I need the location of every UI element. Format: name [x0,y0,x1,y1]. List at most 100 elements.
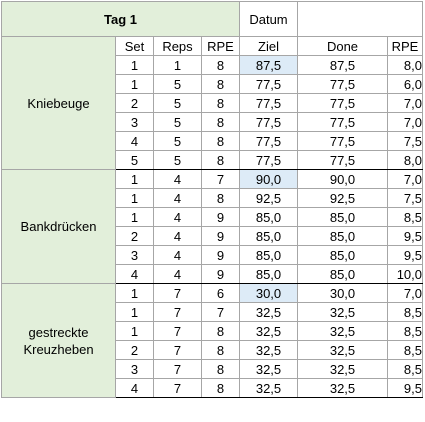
header-set[interactable]: Set [115,36,154,56]
reps-cell[interactable]: 4 [153,245,202,265]
rpe-done-cell[interactable]: 7,0 [387,169,423,189]
ziel-cell[interactable]: 92,5 [239,188,298,208]
set-cell[interactable]: 2 [115,226,154,246]
done-cell[interactable]: 77,5 [297,150,388,170]
rpe-target-cell[interactable]: 9 [201,245,240,265]
done-cell[interactable]: 77,5 [297,93,388,113]
rpe-done-cell[interactable]: 9,5 [387,245,423,265]
rpe-target-cell[interactable]: 8 [201,359,240,379]
rpe-done-cell[interactable]: 7,5 [387,131,423,151]
rpe-target-cell[interactable]: 8 [201,378,240,398]
exercise-cell[interactable]: Bankdrücken [1,169,116,284]
ziel-cell[interactable]: 77,5 [239,150,298,170]
rpe-done-cell[interactable]: 7,0 [387,112,423,132]
rpe-done-cell[interactable]: 6,0 [387,74,423,94]
reps-cell[interactable]: 5 [153,93,202,113]
rpe-target-cell[interactable]: 8 [201,93,240,113]
ziel-cell[interactable]: 77,5 [239,93,298,113]
rpe-done-cell[interactable]: 8,0 [387,55,423,75]
reps-cell[interactable]: 5 [153,150,202,170]
header-rpe-done[interactable]: RPE [387,36,423,56]
reps-cell[interactable]: 4 [153,188,202,208]
done-cell[interactable]: 30,0 [297,283,388,303]
ziel-cell[interactable]: 85,0 [239,226,298,246]
rpe-target-cell[interactable]: 9 [201,226,240,246]
done-cell[interactable]: 32,5 [297,302,388,322]
ziel-cell[interactable]: 32,5 [239,359,298,379]
ziel-cell[interactable]: 30,0 [239,283,298,303]
ziel-cell[interactable]: 77,5 [239,131,298,151]
day-title[interactable]: Tag 1 [1,1,240,37]
ziel-cell[interactable]: 85,0 [239,245,298,265]
reps-cell[interactable]: 4 [153,207,202,227]
done-cell[interactable]: 32,5 [297,359,388,379]
done-cell[interactable]: 85,0 [297,245,388,265]
set-cell[interactable]: 1 [115,74,154,94]
rpe-done-cell[interactable]: 8,5 [387,340,423,360]
ziel-cell[interactable]: 32,5 [239,302,298,322]
ziel-cell[interactable]: 77,5 [239,112,298,132]
set-cell[interactable]: 4 [115,264,154,284]
header-rpe[interactable]: RPE [201,36,240,56]
set-cell[interactable]: 1 [115,55,154,75]
datum-label[interactable]: Datum [239,1,298,37]
datum-value-cell[interactable] [297,1,423,37]
set-cell[interactable]: 1 [115,169,154,189]
rpe-target-cell[interactable]: 6 [201,283,240,303]
rpe-target-cell[interactable]: 8 [201,340,240,360]
done-cell[interactable]: 90,0 [297,169,388,189]
rpe-done-cell[interactable]: 7,0 [387,93,423,113]
rpe-target-cell[interactable]: 9 [201,207,240,227]
set-cell[interactable]: 3 [115,245,154,265]
rpe-target-cell[interactable]: 9 [201,264,240,284]
set-cell[interactable]: 1 [115,302,154,322]
rpe-done-cell[interactable]: 8,5 [387,302,423,322]
rpe-target-cell[interactable]: 7 [201,302,240,322]
ziel-cell[interactable]: 85,0 [239,207,298,227]
set-cell[interactable]: 1 [115,207,154,227]
done-cell[interactable]: 85,0 [297,226,388,246]
done-cell[interactable]: 85,0 [297,207,388,227]
reps-cell[interactable]: 7 [153,359,202,379]
done-cell[interactable]: 32,5 [297,321,388,341]
reps-cell[interactable]: 5 [153,131,202,151]
reps-cell[interactable]: 4 [153,264,202,284]
rpe-target-cell[interactable]: 8 [201,55,240,75]
ziel-cell[interactable]: 32,5 [239,321,298,341]
exercise-cell[interactable]: gestreckte Kreuzheben [1,283,116,398]
header-reps[interactable]: Reps [153,36,202,56]
set-cell[interactable]: 2 [115,93,154,113]
set-cell[interactable]: 4 [115,378,154,398]
done-cell[interactable]: 77,5 [297,131,388,151]
done-cell[interactable]: 77,5 [297,112,388,132]
set-cell[interactable]: 2 [115,340,154,360]
rpe-target-cell[interactable]: 8 [201,150,240,170]
rpe-done-cell[interactable]: 9,5 [387,226,423,246]
rpe-done-cell[interactable]: 8,5 [387,321,423,341]
set-cell[interactable]: 1 [115,321,154,341]
reps-cell[interactable]: 4 [153,226,202,246]
rpe-target-cell[interactable]: 8 [201,188,240,208]
ziel-cell[interactable]: 90,0 [239,169,298,189]
set-cell[interactable]: 3 [115,112,154,132]
set-cell[interactable]: 1 [115,283,154,303]
set-cell[interactable]: 5 [115,150,154,170]
rpe-done-cell[interactable]: 10,0 [387,264,423,284]
ziel-cell[interactable]: 32,5 [239,378,298,398]
rpe-target-cell[interactable]: 8 [201,321,240,341]
reps-cell[interactable]: 5 [153,74,202,94]
reps-cell[interactable]: 4 [153,169,202,189]
header-done[interactable]: Done [297,36,388,56]
rpe-done-cell[interactable]: 7,0 [387,283,423,303]
reps-cell[interactable]: 1 [153,55,202,75]
set-cell[interactable]: 3 [115,359,154,379]
set-cell[interactable]: 4 [115,131,154,151]
reps-cell[interactable]: 7 [153,378,202,398]
reps-cell[interactable]: 7 [153,321,202,341]
ziel-cell[interactable]: 77,5 [239,74,298,94]
ziel-cell[interactable]: 32,5 [239,340,298,360]
done-cell[interactable]: 77,5 [297,74,388,94]
rpe-done-cell[interactable]: 9,5 [387,378,423,398]
reps-cell[interactable]: 5 [153,112,202,132]
ziel-cell[interactable]: 87,5 [239,55,298,75]
